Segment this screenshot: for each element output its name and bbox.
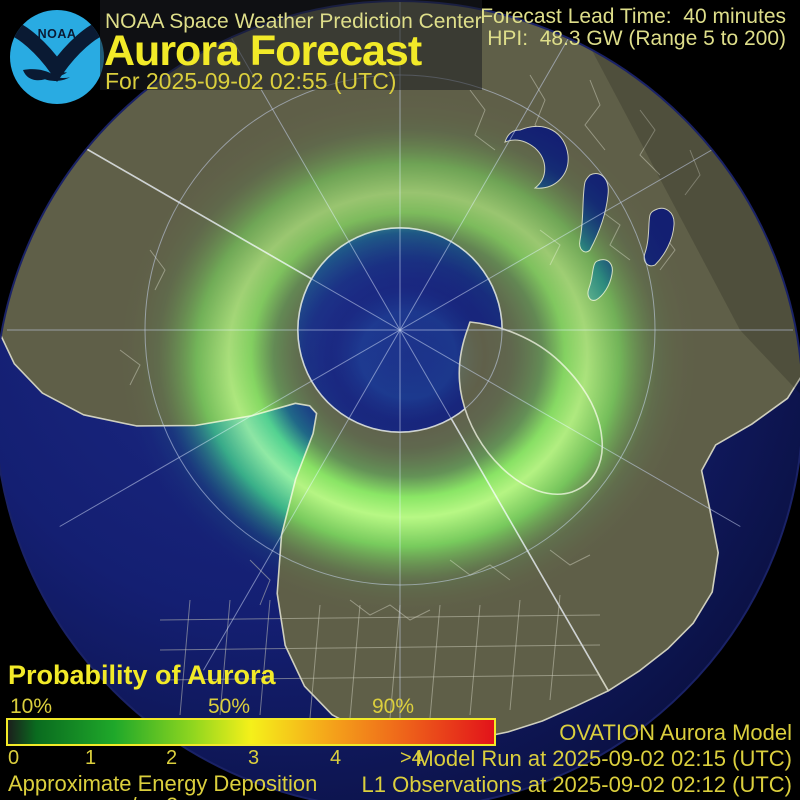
svg-text:NOAA: NOAA (38, 27, 77, 41)
